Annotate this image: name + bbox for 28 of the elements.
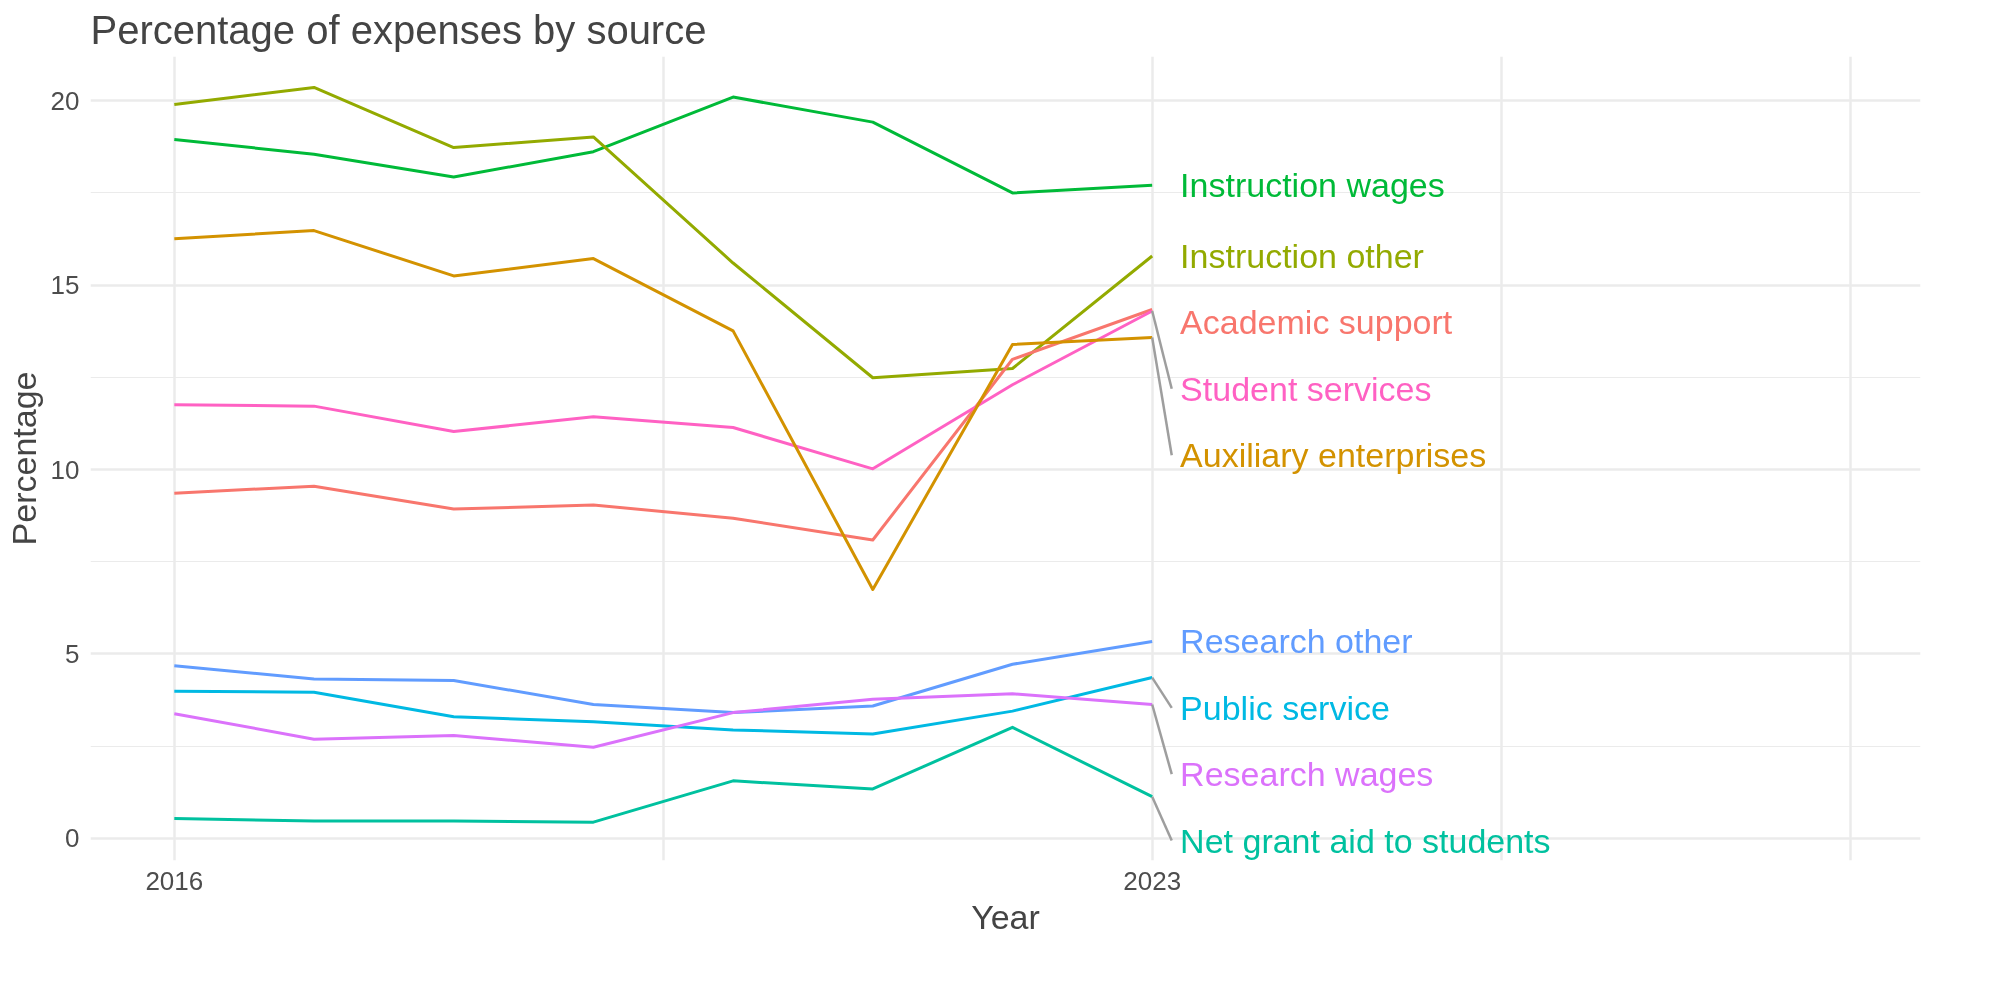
line-series [172, 692, 1154, 749]
line-series [172, 309, 1154, 471]
line-series [172, 676, 1154, 736]
line-series [172, 95, 1154, 195]
line-series [172, 725, 1154, 824]
line-series [172, 308, 1154, 542]
x-tick-label: 2016 [145, 865, 204, 896]
series-label: Research other [1180, 622, 1413, 661]
line-series [172, 229, 1154, 591]
y-tick-label: 10 [50, 454, 80, 485]
series-label: Instruction other [1180, 237, 1424, 276]
series-label: Instruction wages [1180, 166, 1445, 205]
y-tick-label: 5 [65, 638, 80, 669]
x-axis-title: Year [971, 897, 1040, 936]
y-tick-label: 20 [50, 85, 80, 116]
series-label: Public service [1180, 688, 1390, 727]
y-tick-label: 0 [65, 823, 80, 854]
chart-title: Percentage of expenses by source [90, 7, 707, 52]
y-tick-label: 15 [50, 270, 80, 301]
line-series [172, 85, 1154, 380]
series-label: Student services [1180, 369, 1432, 408]
line-series [172, 639, 1154, 715]
x-tick-label: 2023 [1123, 865, 1182, 896]
series-label: Net grant aid to students [1180, 821, 1551, 860]
series-label: Academic support [1180, 303, 1453, 342]
y-axis-title: Percentage [4, 371, 43, 546]
text: Auxiliary enterprises [1180, 436, 1487, 475]
series-label: Research wages [1180, 755, 1434, 794]
